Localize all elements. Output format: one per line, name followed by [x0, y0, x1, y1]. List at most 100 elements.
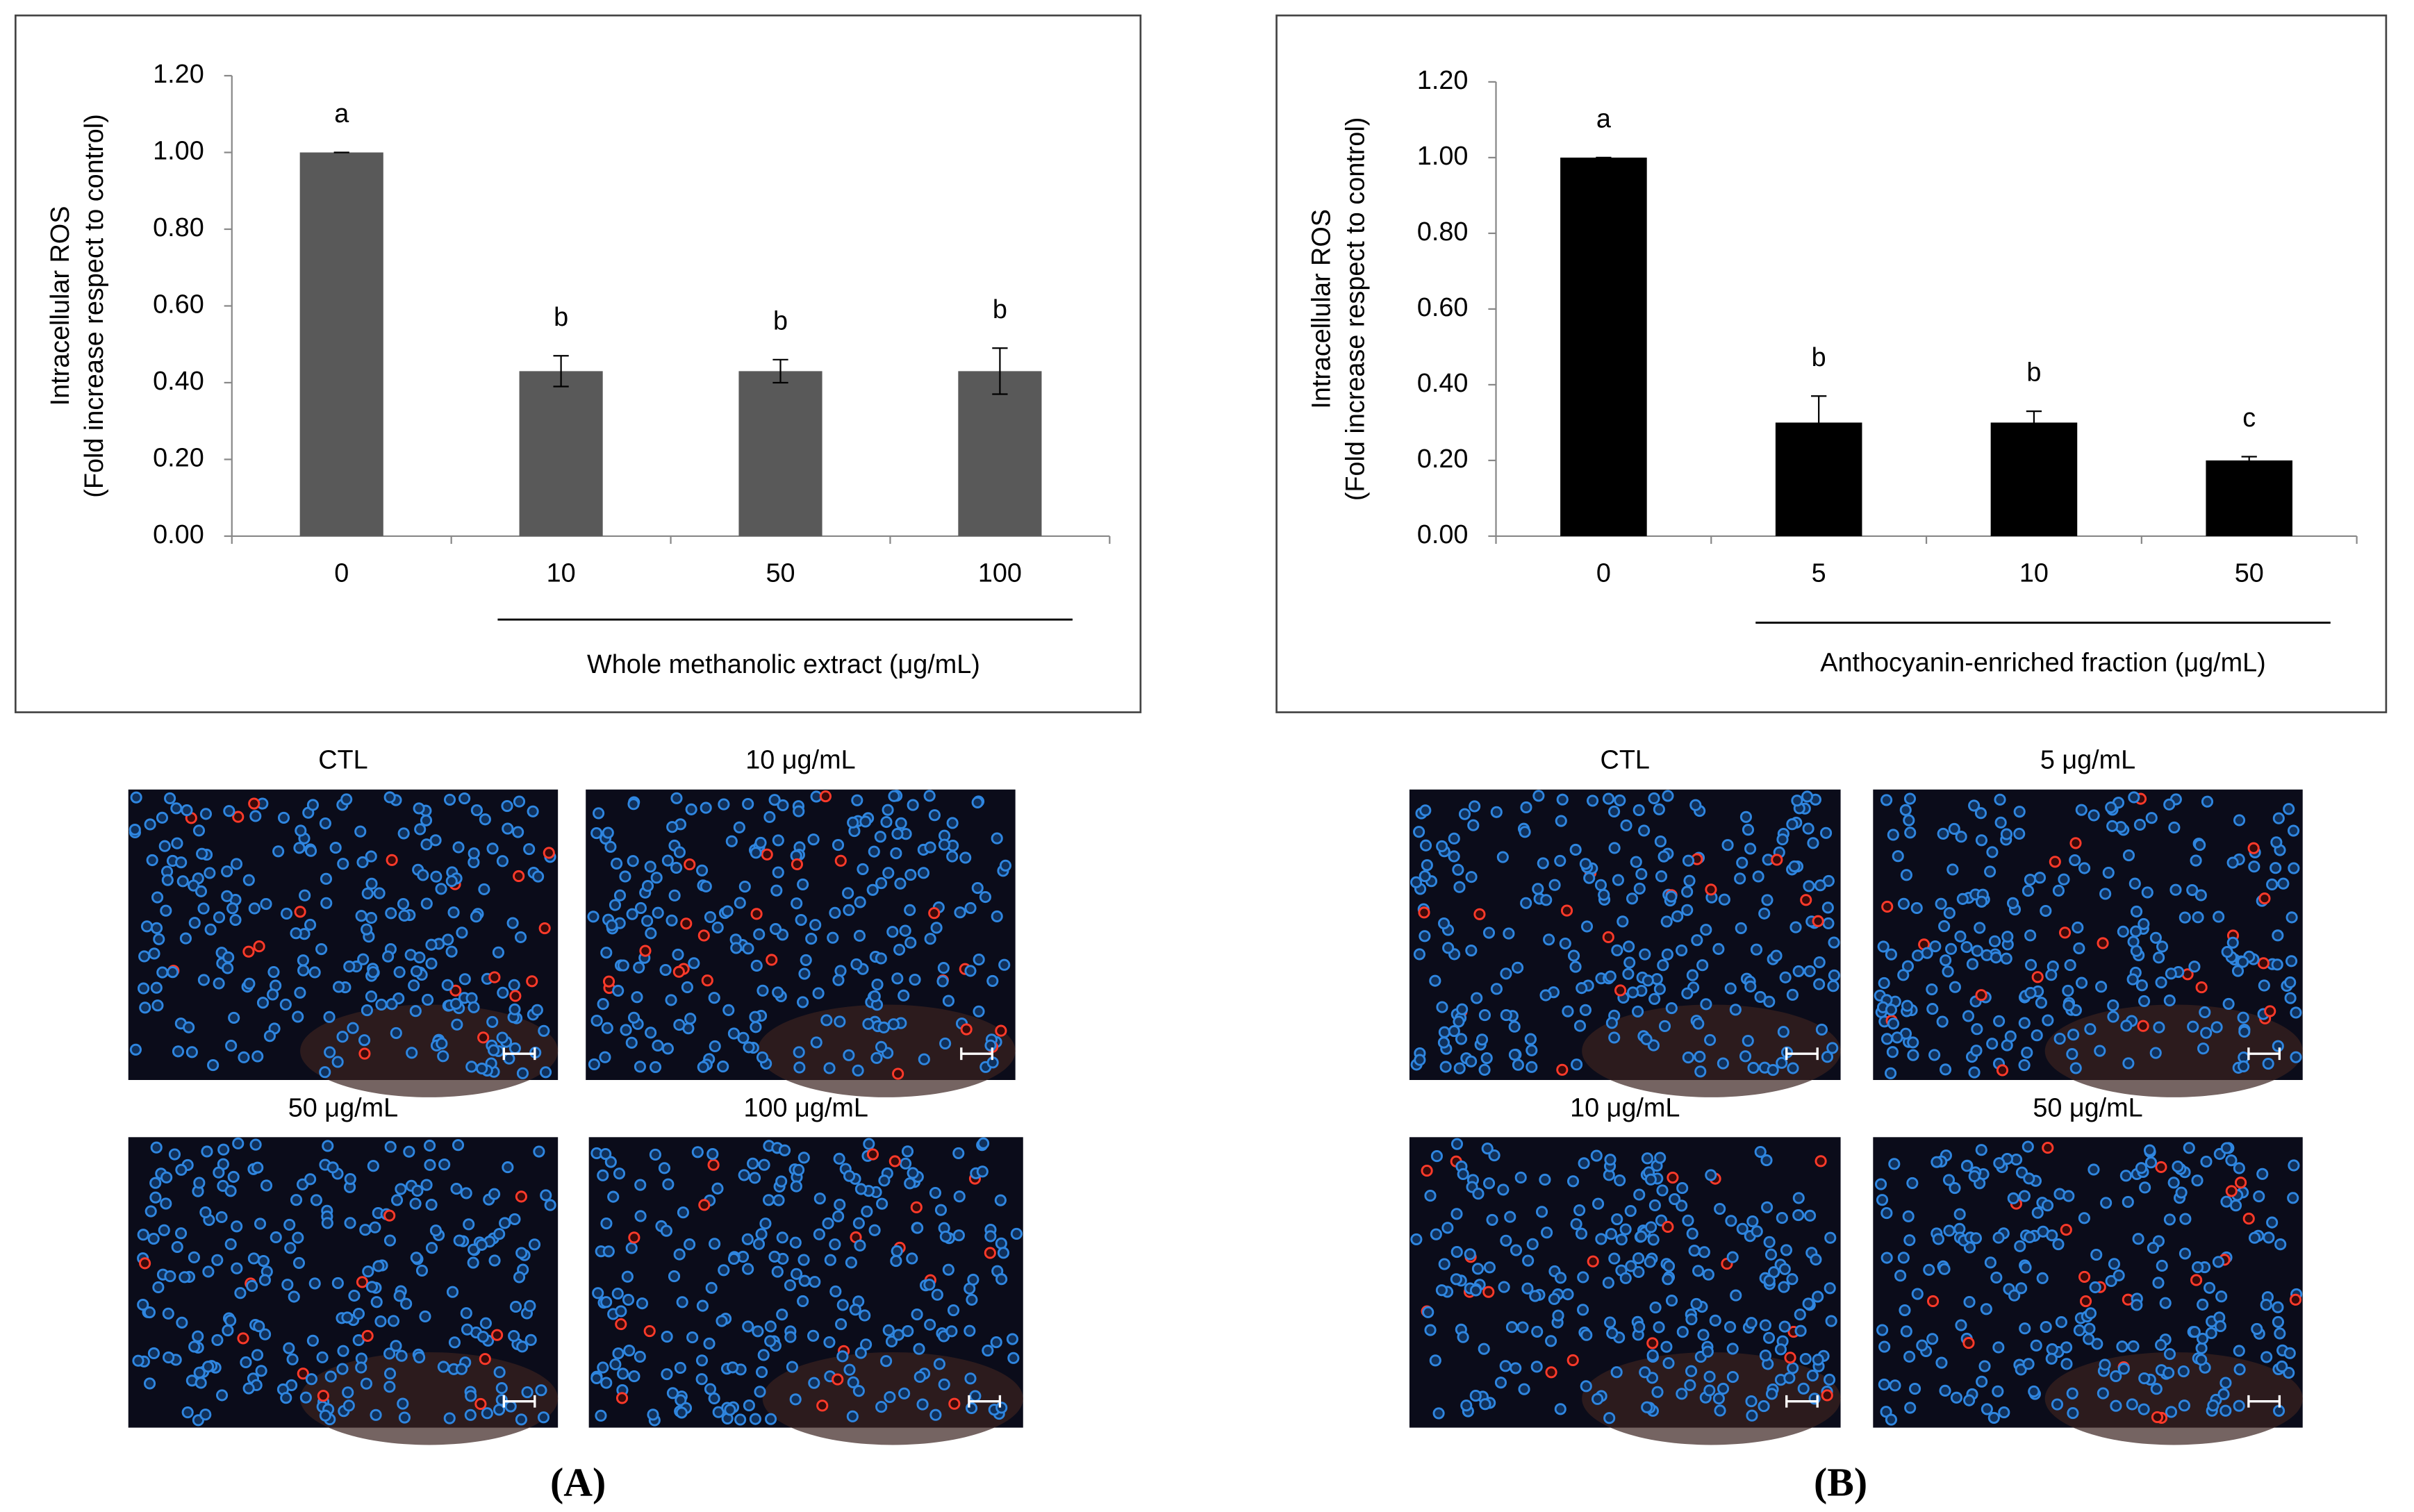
cell	[1510, 1244, 1523, 1256]
cell	[901, 1145, 914, 1158]
cell	[1823, 1373, 1836, 1386]
cell	[1410, 876, 1423, 888]
cell	[2214, 1320, 2226, 1333]
cell	[829, 1285, 842, 1298]
cell	[2204, 1281, 2216, 1294]
cell	[538, 922, 551, 935]
cell	[843, 1049, 855, 1061]
cell	[188, 879, 200, 892]
cell	[2021, 1047, 2033, 1059]
cell	[1709, 1314, 1721, 1327]
cell	[2089, 1281, 2101, 1294]
cell	[661, 1042, 674, 1055]
cell	[213, 1166, 225, 1179]
cell	[621, 1270, 634, 1283]
cell	[251, 1161, 264, 1174]
cell	[204, 867, 216, 879]
cell	[824, 1254, 836, 1266]
cell	[1640, 1033, 1653, 1045]
cell	[913, 1343, 925, 1355]
scale-bar	[1785, 1395, 1819, 1408]
cell	[2156, 1259, 2168, 1272]
cell	[684, 1238, 696, 1251]
cell	[1903, 814, 1915, 826]
cell	[1436, 1001, 1448, 1013]
cell	[320, 872, 333, 885]
cell	[588, 1058, 600, 1071]
cell	[2031, 971, 2044, 983]
cell	[1453, 1015, 1465, 1028]
cell	[1654, 836, 1667, 848]
cell	[406, 1047, 418, 1059]
cell	[304, 1173, 317, 1186]
cell	[857, 863, 869, 875]
cell	[875, 952, 887, 965]
cell	[1661, 948, 1673, 961]
cell	[898, 1387, 911, 1399]
cell	[2233, 814, 2246, 826]
cell	[859, 815, 872, 828]
cell	[1794, 1324, 1807, 1337]
cell	[2064, 959, 2076, 972]
cell	[436, 1037, 448, 1050]
cell	[747, 1157, 759, 1170]
cell	[2200, 1155, 2213, 1168]
cell	[875, 1401, 888, 1413]
cell	[383, 1209, 396, 1222]
cell	[866, 1148, 879, 1161]
cell	[2018, 1058, 2031, 1072]
bar	[738, 371, 822, 536]
cell	[464, 1409, 477, 1421]
cell	[1704, 1033, 1717, 1046]
x-tick-label: 10	[2019, 559, 2049, 588]
cell	[1545, 1366, 1557, 1379]
cell	[488, 1188, 501, 1200]
significance-letter: b	[773, 306, 788, 335]
cell	[1910, 902, 1923, 915]
cell	[2084, 1023, 2097, 1036]
cell	[1622, 967, 1635, 980]
cell	[1494, 1377, 1507, 1389]
cell	[928, 809, 941, 822]
cell	[1430, 1228, 1442, 1240]
cell	[2132, 1233, 2144, 1245]
cell	[1516, 1321, 1529, 1334]
cell	[1508, 1049, 1521, 1061]
cell	[2147, 1242, 2160, 1254]
cell	[602, 826, 614, 839]
cell	[1608, 1252, 1621, 1265]
cell	[344, 1217, 356, 1229]
cell	[468, 847, 480, 860]
error-bar	[2026, 410, 2042, 435]
cell	[850, 958, 863, 970]
cell	[2145, 812, 2158, 824]
cell	[602, 1245, 615, 1258]
cell	[1458, 808, 1471, 820]
cell	[742, 942, 754, 955]
cell	[886, 926, 899, 938]
cell	[1760, 1154, 1773, 1167]
cell	[2023, 1172, 2035, 1185]
cell	[192, 824, 206, 837]
cell	[521, 1386, 534, 1399]
cell	[1786, 1273, 1799, 1286]
cell	[1662, 790, 1674, 802]
cell	[156, 811, 169, 824]
cell	[982, 1344, 994, 1357]
cell	[1692, 1017, 1705, 1030]
cell	[813, 1193, 826, 1205]
cell	[2258, 979, 2270, 992]
cell	[1681, 987, 1694, 999]
cell	[1620, 819, 1632, 831]
cell	[488, 1254, 501, 1267]
cell	[1424, 1190, 1437, 1202]
cell	[1648, 992, 1661, 1005]
cell	[661, 1330, 673, 1343]
cell	[495, 1394, 508, 1406]
cell	[2276, 1360, 2288, 1373]
cell	[2062, 999, 2075, 1012]
cell	[263, 1030, 276, 1042]
cell	[2131, 1299, 2143, 1311]
cell	[984, 1230, 997, 1243]
cell	[1478, 1009, 1491, 1022]
